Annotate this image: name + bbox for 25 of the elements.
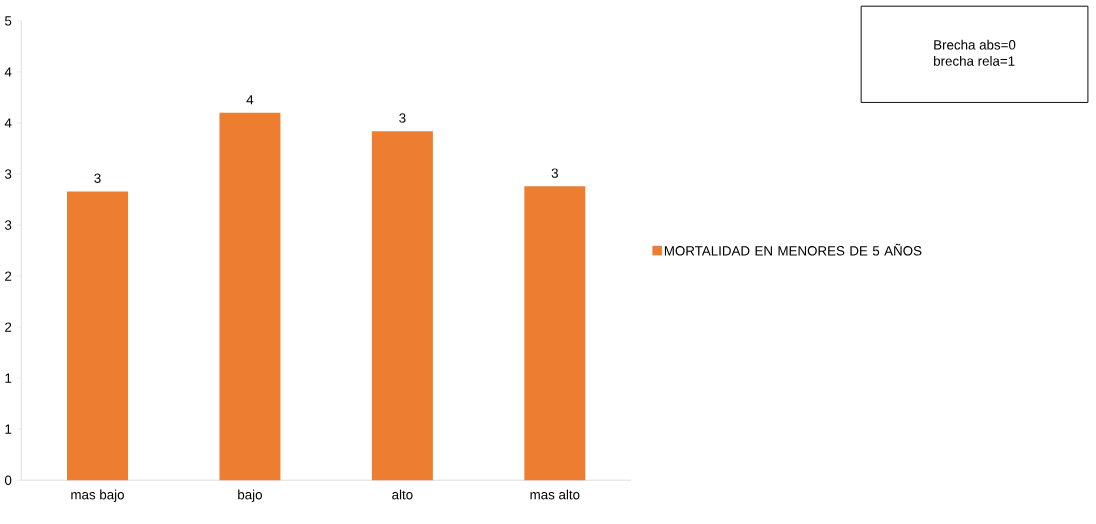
- y-tick-label: 3: [4, 220, 12, 230]
- y-tick-label: 1: [5, 373, 12, 383]
- y-tick-label: 2: [5, 322, 12, 332]
- text: Brecha abs=0: [934, 39, 1016, 50]
- x-tick-label: mas bajo: [71, 489, 124, 503]
- x-tick-label: alto: [392, 489, 413, 500]
- bar: [67, 191, 128, 481]
- legend-label: MORTALIDAD EN MENORES DE 5 AÑOS: [664, 243, 922, 256]
- bar: [371, 131, 433, 481]
- y-tick-label: 1: [5, 424, 12, 434]
- y-tick-label: 5: [4, 16, 12, 26]
- data-label: 3: [399, 113, 406, 123]
- y-tick-label: 0: [4, 475, 12, 485]
- x-tick-label: bajo: [238, 489, 262, 503]
- bar: [524, 186, 586, 481]
- x-tick-label: mas alto: [530, 489, 580, 500]
- y-tick-label: 4: [4, 67, 12, 77]
- data-label: 4: [246, 95, 254, 105]
- y-tick-label: 2: [5, 271, 12, 281]
- data-label: 3: [551, 168, 558, 178]
- y-tick-label: 3: [4, 169, 12, 179]
- y-tick-label: 4: [4, 118, 12, 128]
- data-label: 3: [94, 173, 101, 183]
- text: brecha rela=1: [934, 55, 1015, 66]
- bar: [219, 112, 281, 481]
